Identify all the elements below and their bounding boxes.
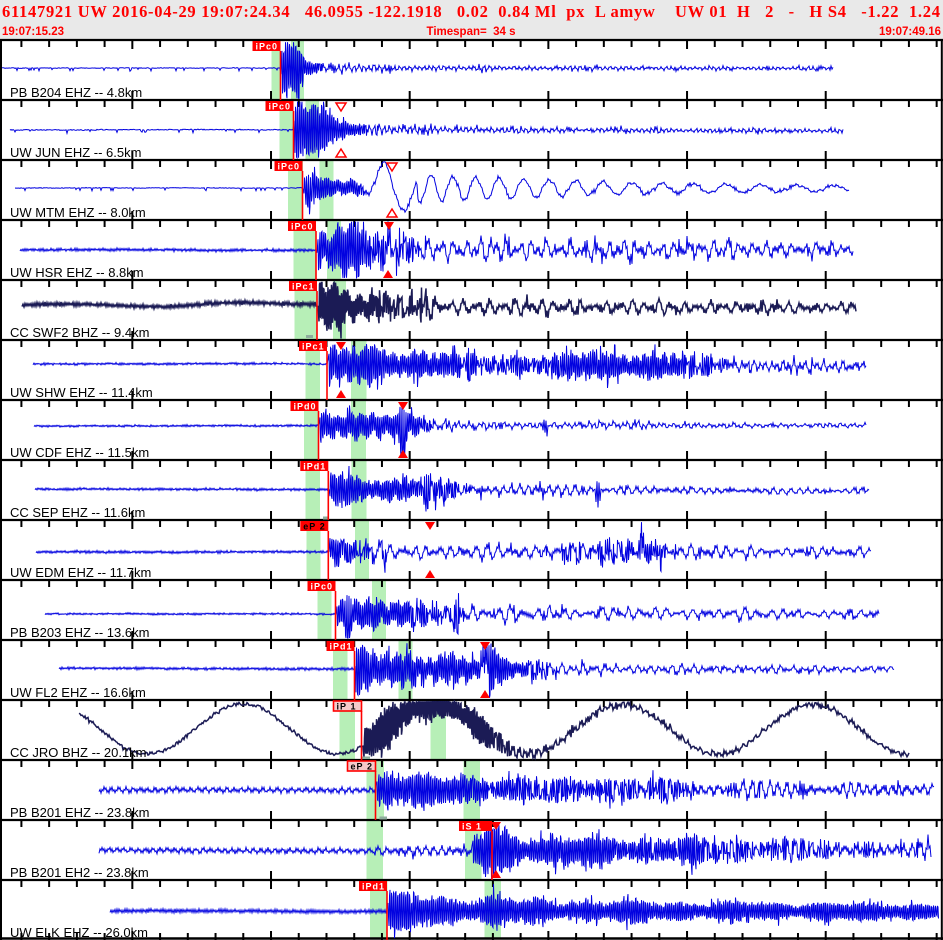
svg-text:eP 2: eP 2	[351, 762, 374, 772]
svg-text:UW EDM EHZ -- 11.7km: UW EDM EHZ -- 11.7km	[10, 565, 151, 580]
svg-text:iPc1: iPc1	[292, 282, 315, 292]
svg-text:CC SWF2 BHZ -- 9.4km: CC SWF2 BHZ -- 9.4km	[10, 325, 149, 340]
svg-text:iPd1: iPd1	[330, 642, 353, 652]
svg-text:PB B204 EHZ -- 4.8km: PB B204 EHZ -- 4.8km	[10, 85, 142, 100]
svg-text:iPc0: iPc0	[291, 222, 314, 232]
svg-text:PB B201 EHZ -- 23.8km: PB B201 EHZ -- 23.8km	[10, 805, 149, 820]
svg-text:19:07:15.23: 19:07:15.23	[2, 26, 64, 38]
svg-text:CC JRO BHZ -- 20.1km: CC JRO BHZ -- 20.1km	[10, 745, 147, 760]
svg-text:iPc0: iPc0	[256, 42, 279, 52]
svg-text:iPc1: iPc1	[302, 342, 325, 352]
svg-text:iPd1: iPd1	[303, 462, 326, 472]
svg-text:19:07:49.16: 19:07:49.16	[879, 26, 941, 38]
svg-text:UW ELK EHZ -- 26.0km: UW ELK EHZ -- 26.0km	[10, 925, 148, 940]
svg-text:iS 1: iS 1	[462, 822, 482, 832]
svg-text:UW HSR EHZ -- 8.8km: UW HSR EHZ -- 8.8km	[10, 265, 144, 280]
svg-text:iPd1: iPd1	[362, 882, 385, 892]
svg-text:iPc0: iPc0	[278, 162, 301, 172]
svg-text:61147921 UW 2016-04-29 19:07:2: 61147921 UW 2016-04-29 19:07:24.34 46.09…	[2, 2, 940, 21]
svg-text:UW JUN EHZ -- 6.5km: UW JUN EHZ -- 6.5km	[10, 145, 141, 160]
svg-text:UW MTM EHZ -- 8.0km: UW MTM EHZ -- 8.0km	[10, 205, 146, 220]
svg-text:PB B203 EHZ -- 13.6km: PB B203 EHZ -- 13.6km	[10, 625, 149, 640]
svg-text:UW FL2 EHZ -- 16.6km: UW FL2 EHZ -- 16.6km	[10, 685, 146, 700]
svg-text:iPc0: iPc0	[269, 102, 292, 112]
svg-text:PB B201 EH2 -- 23.8km: PB B201 EH2 -- 23.8km	[10, 865, 149, 880]
svg-text:eP 2: eP 2	[303, 522, 326, 532]
svg-text:iPc0: iPc0	[311, 582, 334, 592]
svg-text:iP 1: iP 1	[337, 702, 357, 712]
svg-text:CC SEP EHZ -- 11.6km: CC SEP EHZ -- 11.6km	[10, 505, 145, 520]
svg-text:Timespan= 34 s: Timespan= 34 s	[427, 26, 516, 38]
svg-text:UW SHW EHZ -- 11.4km: UW SHW EHZ -- 11.4km	[10, 385, 153, 400]
svg-text:iPd0: iPd0	[294, 402, 317, 412]
svg-text:UW CDF EHZ -- 11.5km: UW CDF EHZ -- 11.5km	[10, 445, 149, 460]
